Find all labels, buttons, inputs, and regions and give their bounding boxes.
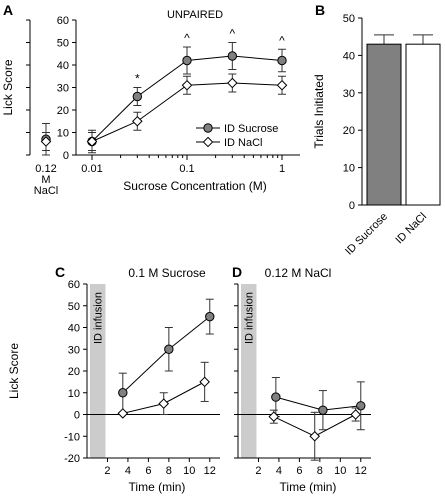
a-legend-label: ID Sucrose (224, 123, 278, 135)
a-x-tick-label: 1 (279, 163, 285, 175)
a-y-tick-label: 60 (57, 15, 69, 27)
a-title: UNPAIRED (167, 9, 223, 21)
b-y-axis-label: Trials Initiated (312, 74, 326, 148)
c-y-tick-label: 60 (68, 279, 80, 291)
c-x-axis-label: Time (min) (129, 480, 186, 494)
b-y-tick-label: 10 (343, 163, 355, 175)
c-nacl-point (199, 376, 210, 388)
d-x-tick-label: 2 (255, 465, 261, 477)
c-title: 0.1 M Sucrose (128, 266, 206, 280)
c-sucrose-point (205, 311, 215, 322)
a-nacl-point (276, 79, 288, 91)
c-sucrose-point (118, 388, 128, 398)
a-sucrose-point (227, 51, 238, 61)
a-significance-mark: ^ (279, 33, 285, 47)
c-nacl-point (158, 398, 170, 409)
d-series-line-0 (275, 396, 361, 411)
c-x-tick-label: 6 (145, 465, 151, 477)
b-y-tick-label: 0 (349, 200, 355, 212)
c-x-tick-label: 8 (166, 465, 172, 477)
a-y-tick-label: 50 (57, 38, 69, 50)
a-significance-mark: ^ (230, 27, 236, 41)
c-sucrose-point (164, 344, 174, 354)
a-legend-marker (203, 123, 213, 133)
a-sucrose-point (277, 55, 287, 66)
c-y-tick-label: 20 (68, 366, 80, 378)
c-y-tick-label: 30 (68, 344, 80, 356)
b-y-tick-label: 50 (343, 13, 355, 25)
c-y-tick-label: 10 (68, 388, 80, 400)
c-y-tick-label: 40 (68, 323, 80, 335)
a-sucrose-point (182, 55, 192, 66)
d-x-tick-label: 8 (317, 465, 323, 477)
a-y-tick-label: 0 (63, 150, 69, 162)
a-legend-marker (202, 136, 214, 148)
b-category-label: ID NaCl (393, 211, 429, 247)
a-nacl-category-label: NaCl (34, 185, 58, 197)
b-y-tick-label: 30 (343, 88, 355, 100)
d-sucrose-point (271, 392, 281, 402)
a-y-tick-label: 30 (57, 83, 69, 95)
b-category-label: ID Sucrose (343, 211, 390, 258)
panel-label-b: B (315, 2, 325, 18)
a-significance-mark: * (135, 72, 140, 86)
c-x-tick-label: 10 (183, 465, 195, 477)
c-series-line-0 (122, 316, 211, 394)
c-x-tick-label: 12 (204, 465, 216, 477)
b-y-tick-label: 20 (343, 125, 355, 137)
d-title: 0.12 M NaCl (265, 266, 332, 280)
d-x-tick-label: 12 (355, 465, 367, 477)
d-band-label: ID infusion (244, 292, 256, 344)
b-bar (366, 43, 402, 206)
a-significance-mark: ^ (184, 31, 190, 45)
a-nacl-category-label: M (41, 174, 50, 186)
panel-label-c: C (55, 264, 65, 280)
d-nacl-point (268, 411, 280, 422)
a-legend-label: ID NaCl (224, 137, 263, 149)
panel-label-d: D (232, 264, 242, 280)
d-x-tick-label: 6 (296, 465, 302, 477)
d-x-tick-label: 10 (334, 465, 346, 477)
d-nacl-point (350, 409, 361, 420)
a-nacl-point (181, 79, 193, 91)
a-x-axis-label: Sucrose Concentration (M) (123, 179, 266, 193)
c-nacl-point (117, 408, 129, 419)
a-nacl-point (227, 77, 238, 89)
a-nacl-point (132, 115, 143, 127)
d-nacl-point (309, 430, 321, 442)
c-y-tick-label: 50 (68, 301, 80, 313)
a-y-axis-label: Lick Score (1, 59, 15, 115)
a-nacl-point (86, 136, 98, 147)
d-x-axis-label: Time (min) (280, 480, 337, 494)
a-y-tick-label: 20 (57, 105, 69, 117)
b-y-tick-label: 40 (343, 50, 355, 62)
c-x-tick-label: 2 (104, 465, 110, 477)
a-y-tick-label: 40 (57, 60, 69, 72)
c-y-tick-label: -10 (64, 431, 80, 443)
d-x-tick-label: 4 (276, 465, 282, 477)
d-sucrose-point (356, 401, 366, 411)
a-x-tick-label: 0.1 (179, 163, 194, 175)
panel-label-a: A (3, 2, 13, 18)
c-x-tick-label: 4 (125, 465, 131, 477)
a-x-tick-label: 0.01 (81, 163, 102, 175)
c-band-label: ID infusion (93, 292, 105, 344)
b-bar (405, 43, 441, 206)
a-sucrose-point (132, 91, 143, 102)
c-y-axis-label: Lick Score (7, 343, 21, 399)
a-nacl-category-label: 0.12 (35, 163, 56, 175)
d-sucrose-point (318, 405, 328, 415)
c-y-tick-label: 0 (74, 410, 80, 422)
c-y-tick-label: -20 (64, 453, 80, 465)
a-y-tick-label: 10 (57, 128, 69, 140)
a-nacl-open-marker (40, 136, 52, 147)
